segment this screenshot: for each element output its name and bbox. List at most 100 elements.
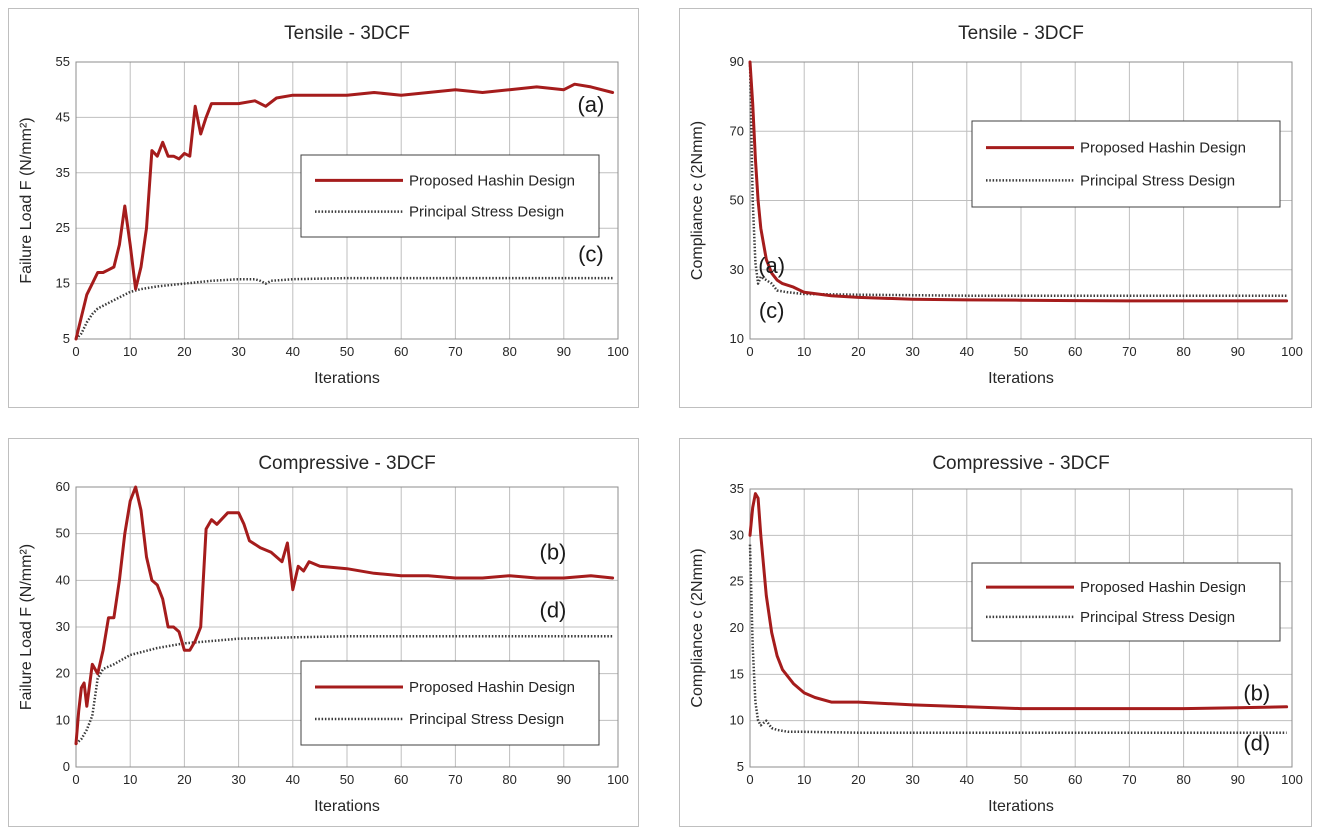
x-tick-label: 60 [1068,344,1082,359]
series-line-principal-stress [748,544,1287,734]
legend-label: Proposed Hashin Design [409,172,575,189]
x-tick-label: 20 [851,772,865,787]
y-tick-label: 50 [730,193,744,208]
plot-area [75,61,619,340]
x-tick-label: 20 [177,772,191,787]
x-tick-label: 90 [1231,344,1245,359]
x-tick-label: 100 [1281,772,1303,787]
legend-label: Principal Stress Design [409,711,564,728]
x-tick-label: 30 [905,344,919,359]
chart-title: Compressive - 3DCF [932,453,1109,474]
legend-label: Proposed Hashin Design [409,679,575,696]
chart-panel-compressive-compliance: Compressive - 3DCF 0 10 20 30 40 50 60 70 80 90 100… [679,438,1312,827]
x-tick-label: 40 [286,772,300,787]
chart-panel-compressive-failure-load: Compressive - 3DCF 0 10 20 30 40 50 60 70 80 90 100… [8,438,639,827]
y-tick-label: 25 [730,574,744,589]
legend-box [971,120,1281,208]
x-axis-label: Iterations [314,370,380,387]
y-tick-label: 20 [56,666,70,681]
chart-title: Compressive - 3DCF [258,453,435,474]
x-tick-label: 10 [797,772,811,787]
x-tick-label: 60 [394,344,408,359]
x-tick-label: 20 [851,344,865,359]
x-tick-label: 10 [123,772,137,787]
curve-annotation: (d) [1243,730,1270,755]
y-tick-label: 15 [730,666,744,681]
x-tick-label: 100 [1281,344,1303,359]
series-line-proposed-hashin [74,485,615,746]
x-axis-label: Iterations [988,370,1054,387]
series-line-principal-stress [75,276,613,340]
y-tick-label: 90 [730,54,744,69]
chart-panel-tensile-failure-load: Tensile - 3DCF 0 10 20 30 40 50 60 70 80 90 100 5 15 2… [8,8,639,408]
plot-area [75,486,619,768]
y-tick-label: 20 [730,620,744,635]
y-tick-label: 5 [737,759,744,774]
y-tick-label: 60 [56,479,70,494]
x-tick-label: 0 [746,772,753,787]
x-tick-label: 10 [123,344,137,359]
x-tick-label: 40 [960,344,974,359]
x-tick-label: 80 [502,344,516,359]
curve-annotation: (c) [578,241,604,266]
y-tick-label: 0 [63,759,70,774]
x-tick-label: 30 [231,344,245,359]
series-line-principal-stress [748,61,1287,297]
y-tick-label: 35 [730,481,744,496]
legend-label: Proposed Hashin Design [1080,140,1246,157]
y-tick-label: 40 [56,572,70,587]
x-tick-label: 60 [394,772,408,787]
y-tick-label: 10 [730,331,744,346]
legend-label: Proposed Hashin Design [1080,579,1246,596]
x-tick-label: 30 [905,772,919,787]
chart-panel-tensile-compliance: Tensile - 3DCF 0 10 20 30 40 50 60 70 80 90 100 10 30… [679,8,1312,408]
legend-label: Principal Stress Design [1080,609,1235,626]
y-tick-label: 30 [730,262,744,277]
legend-label: Principal Stress Design [409,204,564,221]
plot-area [749,488,1293,768]
x-tick-label: 0 [72,344,79,359]
x-tick-label: 50 [340,344,354,359]
x-tick-label: 70 [448,344,462,359]
chart-title: Tensile - 3DCF [958,23,1084,44]
curve-annotation: (b) [1243,680,1270,705]
y-tick-label: 45 [56,109,70,124]
chart-svg: Tensile - 3DCF 0 10 20 30 40 50 60 70 80 90 100 5 15 2… [18,23,629,387]
x-tick-label: 0 [72,772,79,787]
plot-area [749,61,1293,340]
x-tick-label: 50 [1014,344,1028,359]
x-tick-label: 70 [1122,344,1136,359]
y-axis-label: Compliance c (2Nmm) [689,548,706,707]
x-tick-label: 40 [960,772,974,787]
y-tick-label: 10 [730,713,744,728]
x-tick-label: 80 [1176,344,1190,359]
curve-annotation: (b) [540,539,567,564]
chart-legend: Proposed Hashin Design Principal Stress D… [971,120,1281,208]
x-tick-label: 90 [557,772,571,787]
legend-label: Principal Stress Design [1080,172,1235,189]
legend-box [971,562,1281,642]
y-tick-label: 30 [56,619,70,634]
y-tick-label: 5 [63,331,70,346]
y-tick-label: 10 [56,712,70,727]
y-axis-label: Compliance c (2Nmm) [689,121,706,280]
x-tick-label: 100 [607,772,629,787]
x-tick-label: 40 [286,344,300,359]
curve-annotation: (d) [540,598,567,623]
chart-legend: Proposed Hashin Design Principal Stress D… [300,154,600,238]
y-axis-label: Failure Load F (N/mm²) [18,544,35,710]
x-tick-label: 100 [607,344,629,359]
x-tick-label: 90 [557,344,571,359]
x-tick-label: 90 [1231,772,1245,787]
y-tick-label: 55 [56,54,70,69]
legend-box [300,154,600,238]
y-tick-label: 15 [56,276,70,291]
y-tick-label: 25 [56,220,70,235]
chart-legend: Proposed Hashin Design Principal Stress D… [971,562,1281,642]
x-tick-label: 20 [177,344,191,359]
series-line-proposed-hashin [748,60,1289,303]
series-line-proposed-hashin [74,82,615,341]
chart-title: Tensile - 3DCF [284,23,410,44]
y-tick-label: 30 [730,527,744,542]
